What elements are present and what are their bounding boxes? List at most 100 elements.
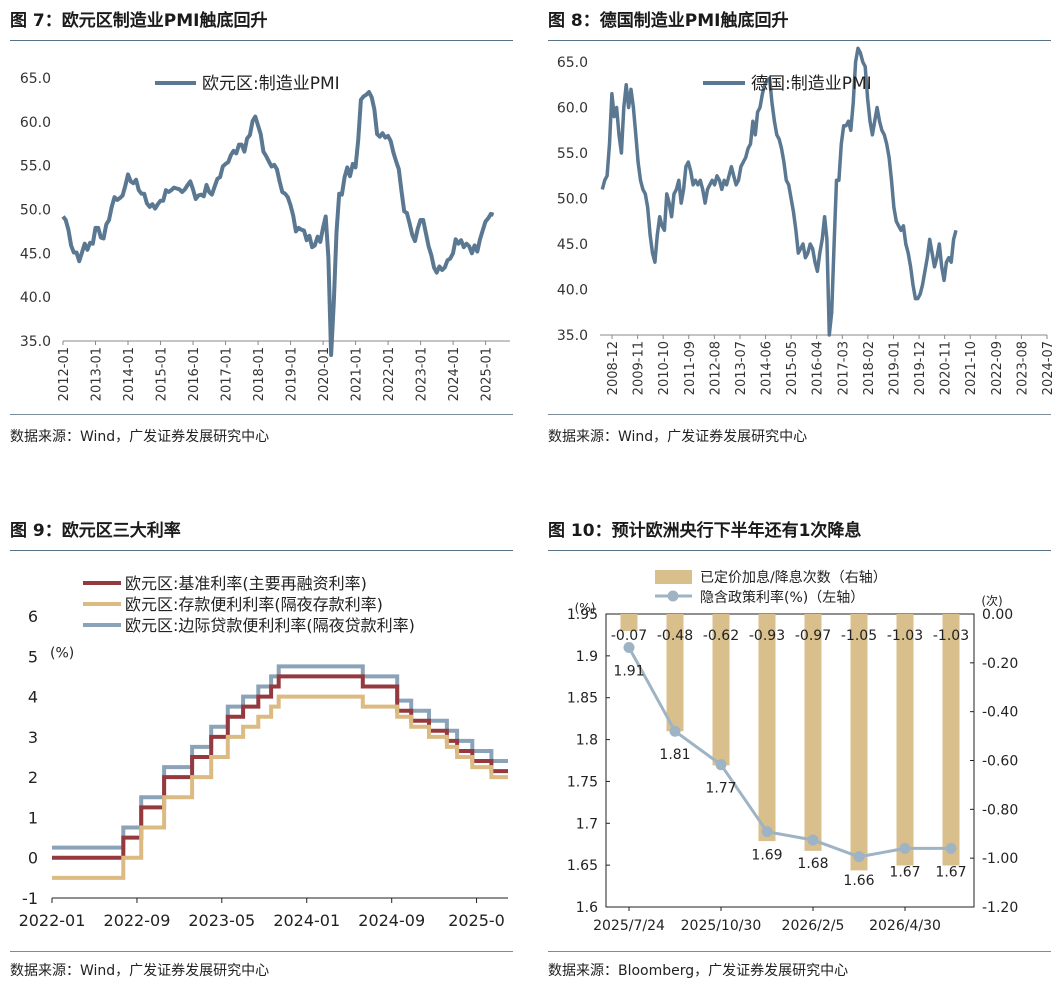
right-unit-label: (次) [981,594,1002,608]
x-tick-label: 2024-09 [358,911,425,930]
x-tick-label: 2016-04 [811,341,826,395]
left-y-tick-label: 1.8 [576,733,598,749]
x-tick-label: 2020-11 [939,341,954,395]
x-tick-label: 2024-07 [1041,341,1056,395]
y-tick-label: 6 [28,607,38,626]
y-tick-label: 35.0 [557,328,588,344]
right-y-tick-label: -0.60 [982,754,1018,770]
bar-data-label: -0.07 [611,628,647,644]
y-tick-label: 60.0 [557,101,588,117]
y-tick-label: 60.0 [20,115,51,131]
y-tick-label: 50.0 [20,203,51,219]
x-tick-label: 2015-01 [155,347,170,401]
bar-data-label: -1.03 [887,628,923,644]
x-tick-label: 2012-08 [708,341,723,395]
implied-rate-point [899,842,911,854]
bar [896,614,914,866]
legend-label: 欧元区:存款便利利率(隔夜存款利率) [125,595,383,614]
x-tick-label: 2026/4/30 [869,918,941,934]
x-tick-label: 2025-0 [448,911,505,930]
bar [942,614,960,866]
figure-8-title-rule [548,40,1051,41]
x-tick-label: 2019-01 [887,341,902,395]
legend-line-label: 隐含政策利率(%)（左轴） [700,589,864,606]
bar-data-label: -0.93 [749,628,785,644]
figure-9-title: 图 9：欧元区三大利率 [10,521,181,541]
figure-8-chart: 35.0 40.0 45.0 50.0 55.0 60.0 65.0 2008-12 2009-… [557,46,1056,395]
x-tick-label: 2023-08 [1015,341,1030,395]
x-tick-label: 2019-01 [285,347,300,401]
x-tick-label: 2022-09 [990,341,1005,395]
x-tick-label: 2026/2/5 [782,918,845,934]
y-tick-label: 55.0 [557,146,588,162]
left-y-tick-label: 1.65 [567,858,598,874]
x-tick-label: 2023-01 [415,347,430,401]
rate-series-line [52,694,508,880]
figure-7-chart: 35.0 40.0 45.0 50.0 55.0 60.0 65.0 2012-01 2013-… [20,71,510,401]
y-tick-label: 5 [28,647,38,666]
x-tick-label: 2023-05 [188,911,255,930]
figure-8-source: 数据来源：Wind，广发证券发展研究中心 [548,429,808,445]
right-y-tick-label: -0.40 [982,705,1018,721]
x-tick-label: 2019-12 [913,341,928,395]
x-tick-label: 2013-07 [734,341,749,395]
pmi-series-line [600,46,958,337]
line-data-label: 1.68 [797,856,828,872]
y-tick-label: 3 [28,728,38,747]
x-tick-label: 2022-09 [104,911,171,930]
legend-label: 德国:制造业PMI [751,74,872,94]
x-tick-label: 2021-01 [350,347,365,401]
x-tick-label: 2024-01 [447,347,462,401]
implied-rate-point [623,641,635,653]
bar-data-label: -0.48 [657,628,693,644]
x-tick-label: 2014-01 [122,347,137,401]
bar [620,614,638,632]
y-tick-label: -1 [22,889,38,908]
figure-8-bottom-rule [548,414,1051,415]
implied-rate-point [669,725,681,737]
legend-label: 欧元区:制造业PMI [202,74,340,94]
left-y-tick-label: 1.85 [567,691,598,707]
y-tick-label: 2 [28,768,38,787]
right-y-tick-label: -0.20 [982,656,1018,672]
pmi-series-line [61,90,495,357]
left-y-tick-label: 1.95 [567,607,598,623]
x-tick-label: 2018-02 [862,341,877,395]
figure-10-bottom-rule [548,951,1051,952]
legend-label: 欧元区:基准利率(主要再融资利率) [125,574,367,593]
y-tick-label: 40.0 [20,290,51,306]
x-tick-label: 2020-01 [317,347,332,401]
y-tick-label: 65.0 [20,71,51,87]
implied-rate-point [945,842,957,854]
bar-data-label: -1.05 [841,628,877,644]
implied-rate-point [715,759,727,771]
implied-rate-point [761,826,773,838]
figure-10-source: 数据来源：Bloomberg，广发证券发展研究中心 [548,963,849,979]
x-tick-label: 2011-09 [683,341,698,395]
x-tick-label: 2022-01 [19,911,86,930]
figure-10-title-rule [548,550,1051,551]
figure-7-title: 图 7：欧元区制造业PMI触底回升 [10,11,268,31]
figure-8-title: 图 8：德国制造业PMI触底回升 [548,11,789,31]
right-y-tick-label: -1.00 [982,851,1018,867]
bar [712,614,730,766]
y-tick-label: 0 [28,849,38,868]
y-tick-label: 1 [28,808,38,827]
line-data-label: 1.67 [889,864,920,880]
left-y-tick-label: 1.9 [576,649,598,665]
figure-9-bottom-rule [10,951,513,952]
figure-7-title-rule [10,40,513,41]
figure-7-bottom-rule [10,414,513,415]
x-tick-label: 2017-01 [220,347,235,401]
left-y-tick-label: 1.75 [567,774,598,790]
y-tick-label: 65.0 [557,55,588,71]
left-unit-label: (%) [575,601,596,615]
y-tick-label: 35.0 [20,334,51,350]
left-y-tick-label: 1.7 [576,816,598,832]
bar-data-label: -1.03 [933,628,969,644]
figure-7-source: 数据来源：Wind，广发证券发展研究中心 [10,429,270,445]
line-data-label: 1.67 [935,864,966,880]
y-tick-label: 4 [28,688,38,707]
x-tick-label: 2010-10 [657,341,672,395]
x-tick-label: 2016-01 [187,347,202,401]
